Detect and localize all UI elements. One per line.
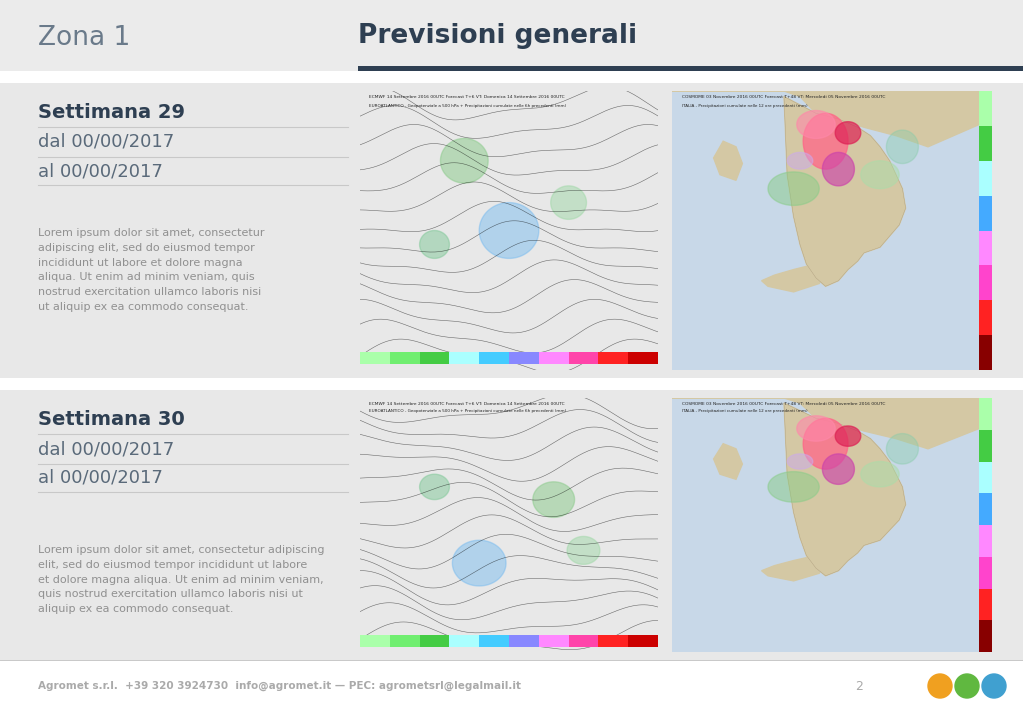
Bar (979, 398, 992, 430)
Bar (419, 352, 449, 365)
Bar (0, 378, 1023, 390)
Polygon shape (533, 482, 575, 518)
Bar (979, 430, 992, 461)
Polygon shape (886, 130, 919, 164)
Bar (449, 352, 479, 365)
Polygon shape (860, 161, 899, 189)
Polygon shape (419, 474, 449, 500)
Polygon shape (788, 454, 813, 469)
Bar (449, 636, 479, 647)
Bar (979, 196, 992, 231)
Polygon shape (714, 444, 743, 479)
Text: COSMOME 03 Novembre 2016 00UTC Forecast T+48 VT: Mercoledi 05 Novembre 2016 00UT: COSMOME 03 Novembre 2016 00UTC Forecast … (681, 402, 885, 406)
Text: EUROATLANTICO - Geopotenziale a 500 hPa + Precipitazioni cumulate nelle 6h prece: EUROATLANTICO - Geopotenziale a 500 hPa … (369, 409, 566, 414)
Bar (358, 66, 1023, 71)
Text: Agromet s.r.l.  +39 320 3924730  info@agromet.it — PEC: agrometsrl@legalmail.it: Agromet s.r.l. +39 320 3924730 info@agro… (38, 681, 521, 691)
Polygon shape (886, 434, 919, 464)
Polygon shape (479, 203, 539, 258)
Bar (598, 352, 628, 365)
Text: 2: 2 (855, 679, 862, 693)
Polygon shape (784, 97, 905, 286)
Bar (360, 352, 390, 365)
Polygon shape (803, 113, 848, 169)
Polygon shape (672, 91, 992, 147)
Bar (979, 266, 992, 300)
Text: Settimana 29: Settimana 29 (38, 103, 185, 122)
Text: ITALIA - Precipitazioni cumulate nelle 12 ore precedenti (mm): ITALIA - Precipitazioni cumulate nelle 1… (681, 409, 807, 414)
Bar (979, 161, 992, 196)
Bar (979, 620, 992, 652)
Text: dal 00/00/2017: dal 00/00/2017 (38, 133, 174, 151)
Bar (569, 352, 598, 365)
Text: ITALIA - Precipitazioni cumulate nelle 12 ore precedenti (mm): ITALIA - Precipitazioni cumulate nelle 1… (681, 103, 807, 108)
Polygon shape (822, 152, 854, 186)
Polygon shape (860, 461, 899, 487)
Bar (509, 352, 539, 365)
Bar (569, 636, 598, 647)
Bar (509, 636, 539, 647)
Polygon shape (419, 231, 449, 258)
Text: dal 00/00/2017: dal 00/00/2017 (38, 440, 174, 458)
Bar (479, 636, 509, 647)
Bar (360, 636, 390, 647)
Bar (0, 83, 1023, 378)
Text: EUROATLANTICO - Geopotenziale a 500 hPa + Precipitazioni cumulate nelle 6h prece: EUROATLANTICO - Geopotenziale a 500 hPa … (369, 103, 566, 108)
Polygon shape (768, 172, 819, 205)
Text: COSMOME 03 Novembre 2016 00UTC Forecast T+48 VT: Mercoledi 05 Novembre 2016 00UT: COSMOME 03 Novembre 2016 00UTC Forecast … (681, 95, 885, 99)
Text: Previsioni generali: Previsioni generali (358, 23, 637, 49)
Text: Lorem ipsum dolor sit amet, consectetur adipiscing
elit, sed do eiusmod tempor i: Lorem ipsum dolor sit amet, consectetur … (38, 545, 324, 614)
Polygon shape (672, 398, 992, 449)
Polygon shape (784, 403, 905, 576)
Polygon shape (761, 555, 826, 581)
Text: al 00/00/2017: al 00/00/2017 (38, 469, 163, 487)
Bar (539, 636, 569, 647)
Bar (628, 636, 658, 647)
Polygon shape (768, 471, 819, 502)
Bar (539, 352, 569, 365)
Bar (479, 352, 509, 365)
Bar (979, 589, 992, 620)
Bar (979, 335, 992, 370)
Bar (628, 352, 658, 365)
Bar (390, 352, 419, 365)
Polygon shape (797, 110, 835, 138)
Bar (979, 231, 992, 266)
Bar (979, 91, 992, 126)
Text: ECMWF 14 Settembre 2016 00UTC Forecast T+6 VT: Domenica 14 Settembre 2016 00UTC: ECMWF 14 Settembre 2016 00UTC Forecast T… (369, 402, 565, 406)
Bar (598, 636, 628, 647)
Bar (979, 126, 992, 161)
Polygon shape (822, 454, 854, 484)
Polygon shape (788, 152, 813, 169)
Circle shape (928, 674, 952, 698)
Bar (0, 660, 1023, 712)
Bar (979, 300, 992, 335)
Bar (390, 636, 419, 647)
Bar (0, 390, 1023, 660)
Text: Zona 1: Zona 1 (38, 25, 130, 51)
Polygon shape (567, 536, 599, 565)
Text: ECMWF 14 Settembre 2016 00UTC Forecast T+6 VT: Domenica 14 Settembre 2016 00UTC: ECMWF 14 Settembre 2016 00UTC Forecast T… (369, 95, 565, 99)
Circle shape (982, 674, 1006, 698)
Polygon shape (441, 138, 488, 183)
Bar (979, 525, 992, 557)
Polygon shape (761, 264, 826, 292)
Bar (0, 71, 1023, 83)
Text: Settimana 30: Settimana 30 (38, 410, 185, 429)
Bar (979, 493, 992, 525)
Polygon shape (550, 186, 586, 219)
Polygon shape (835, 122, 860, 144)
Bar (979, 557, 992, 589)
Polygon shape (452, 540, 506, 586)
Polygon shape (797, 416, 835, 441)
Bar (979, 461, 992, 493)
Text: Lorem ipsum dolor sit amet, consectetur
adipiscing elit, sed do eiusmod tempor
i: Lorem ipsum dolor sit amet, consectetur … (38, 228, 265, 312)
Polygon shape (835, 426, 860, 446)
Text: al 00/00/2017: al 00/00/2017 (38, 162, 163, 180)
Circle shape (955, 674, 979, 698)
Polygon shape (803, 419, 848, 469)
Bar (419, 636, 449, 647)
Polygon shape (714, 141, 743, 180)
Bar (0, 0, 1023, 72)
